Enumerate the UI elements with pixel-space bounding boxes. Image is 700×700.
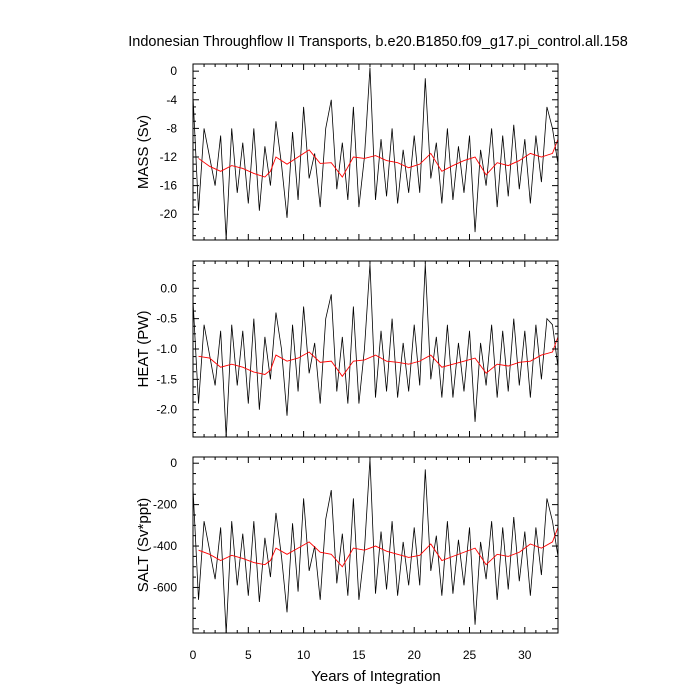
y-axis-label: HEAT (PW) <box>135 311 152 388</box>
y-tick-label: -600 <box>153 580 177 594</box>
y-axis-label: MASS (Sv) <box>135 115 152 189</box>
raw-series-line <box>193 67 558 240</box>
smoothed-series-line <box>198 527 558 568</box>
x-tick-label: 20 <box>408 648 422 662</box>
x-tick-label: 10 <box>297 648 311 662</box>
x-tick-label: 15 <box>352 648 366 662</box>
y-tick-label: -1.0 <box>156 342 177 356</box>
y-axis-label: SALT (Sv*ppt) <box>135 498 152 592</box>
y-tick-label: 0.0 <box>160 281 177 295</box>
smoothed-series-line <box>198 138 558 178</box>
panel-frame <box>192 456 559 634</box>
y-tick-label: -16 <box>160 179 178 193</box>
panel-frame <box>192 63 559 241</box>
y-tick-label: -4 <box>166 93 177 107</box>
x-tick-label: 0 <box>190 648 197 662</box>
x-tick-label: 25 <box>463 648 477 662</box>
raw-series-line <box>193 459 558 633</box>
y-tick-label: -1.5 <box>156 372 177 386</box>
panel-1: 0 -4 -8 -12 -16 -20 MASS (Sv) <box>135 63 559 241</box>
y-tick-label: -2.0 <box>156 403 177 417</box>
panel-3: 0 -200 -400 -600 0 5 10 15 20 25 30 SALT (Sv*ppt) <box>135 456 559 662</box>
y-tick-label: -200 <box>153 498 177 512</box>
y-tick-label: -400 <box>153 539 177 553</box>
x-axis-label: Years of Integration <box>311 668 441 685</box>
panels: 0 -4 -8 -12 -16 -20 MASS (Sv) 0.0 -0.5 -1.0 -1.5 -2… <box>135 63 559 662</box>
y-tick-label: -8 <box>166 121 177 135</box>
panel-2: 0.0 -0.5 -1.0 -1.5 -2.0 HEAT (PW) <box>135 260 559 438</box>
y-tick-label: -0.5 <box>156 312 177 326</box>
y-tick-label: -20 <box>160 207 178 221</box>
y-tick-label: 0 <box>170 64 177 78</box>
x-tick-label: 5 <box>245 648 252 662</box>
raw-series-line <box>193 264 558 437</box>
y-tick-label: -12 <box>160 150 178 164</box>
smoothed-series-line <box>198 336 558 378</box>
y-tick-label: 0 <box>170 456 177 470</box>
chart-title: Indonesian Throughflow II Transports, b.… <box>128 34 628 50</box>
x-tick-label: 30 <box>518 648 532 662</box>
